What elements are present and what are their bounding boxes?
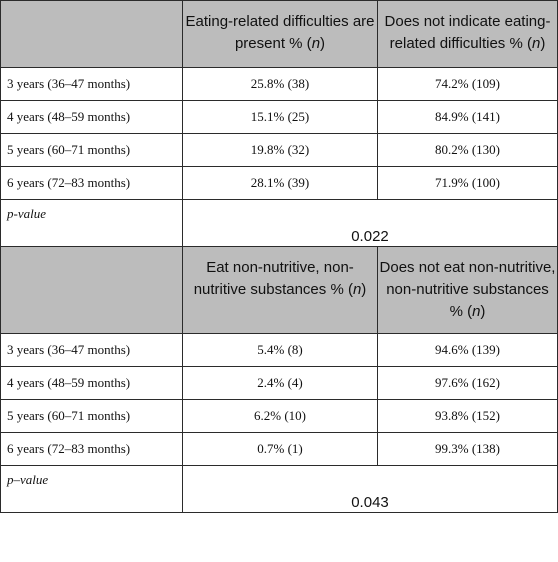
- n-symbol: n: [531, 35, 541, 52]
- p-value-row: p-value 0.022: [0, 199, 558, 247]
- section2-col2-header-text: Does not eat non-nutritive, non-nutritiv…: [379, 259, 556, 320]
- p-value: 0.022: [182, 199, 558, 247]
- cell-present: 19.8% (32): [182, 133, 378, 167]
- row-label: 4 years (48–59 months): [0, 100, 183, 134]
- section1-col2-header: Does not indicate eating-related difficu…: [377, 0, 558, 68]
- row-label: 3 years (36–47 months): [0, 333, 183, 367]
- section2-col1-header: Eat non-nutritive, non-nutritive substan…: [182, 246, 378, 334]
- header-corner-cell: [0, 246, 183, 334]
- n-symbol: n: [472, 303, 481, 320]
- row-label: 5 years (60–71 months): [0, 133, 183, 167]
- section1-header-row: Eating-related difficulties are present …: [0, 0, 558, 68]
- p-value: 0.043: [182, 465, 558, 513]
- p-value-row: p–value 0.043: [0, 465, 558, 513]
- cell-eat: 0.7% (1): [182, 432, 378, 466]
- table-row: 3 years (36–47 months) 25.8% (38) 74.2% …: [0, 67, 558, 101]
- cell-present: 28.1% (39): [182, 166, 378, 200]
- cell-absent: 84.9% (141): [377, 100, 558, 134]
- section2-col1-header-text: Eat non-nutritive, non-nutritive substan…: [193, 259, 354, 298]
- cell-present: 15.1% (25): [182, 100, 378, 134]
- row-label: 5 years (60–71 months): [0, 399, 183, 433]
- table-row: 6 years (72–83 months) 28.1% (39) 71.9% …: [0, 166, 558, 200]
- cell-absent: 71.9% (100): [377, 166, 558, 200]
- cell-eat: 6.2% (10): [182, 399, 378, 433]
- row-label: 4 years (48–59 months): [0, 366, 183, 400]
- cell-eat: 5.4% (8): [182, 333, 378, 367]
- n-symbol: n: [352, 281, 362, 298]
- table-row: 4 years (48–59 months) 2.4% (4) 97.6% (1…: [0, 366, 558, 400]
- n-symbol: n: [311, 35, 321, 52]
- table-row: 4 years (48–59 months) 15.1% (25) 84.9% …: [0, 100, 558, 134]
- section1-col1-header-text: Eating-related difficulties are present …: [185, 13, 375, 52]
- cell-not-eat: 99.3% (138): [377, 432, 558, 466]
- p-value-label: p-value: [0, 199, 183, 247]
- section2-header-row: Eat non-nutritive, non-nutritive substan…: [0, 246, 558, 334]
- section1-col2-header-text: Does not indicate eating-related difficu…: [384, 13, 551, 52]
- cell-not-eat: 93.8% (152): [377, 399, 558, 433]
- cell-present: 25.8% (38): [182, 67, 378, 101]
- header-corner-cell: [0, 0, 183, 68]
- table-row: 5 years (60–71 months) 19.8% (32) 80.2% …: [0, 133, 558, 167]
- cell-not-eat: 97.6% (162): [377, 366, 558, 400]
- cell-absent: 74.2% (109): [377, 67, 558, 101]
- row-label: 6 years (72–83 months): [0, 166, 183, 200]
- section2-col2-header: Does not eat non-nutritive, non-nutritiv…: [377, 246, 558, 334]
- cell-not-eat: 94.6% (139): [377, 333, 558, 367]
- table-row: 5 years (60–71 months) 6.2% (10) 93.8% (…: [0, 399, 558, 433]
- table-row: 6 years (72–83 months) 0.7% (1) 99.3% (1…: [0, 432, 558, 466]
- row-label: 6 years (72–83 months): [0, 432, 183, 466]
- row-label: 3 years (36–47 months): [0, 67, 183, 101]
- p-value-label: p–value: [0, 465, 183, 513]
- section1-col1-header: Eating-related difficulties are present …: [182, 0, 378, 68]
- results-table: Eating-related difficulties are present …: [0, 0, 558, 513]
- cell-absent: 80.2% (130): [377, 133, 558, 167]
- cell-eat: 2.4% (4): [182, 366, 378, 400]
- table-row: 3 years (36–47 months) 5.4% (8) 94.6% (1…: [0, 333, 558, 367]
